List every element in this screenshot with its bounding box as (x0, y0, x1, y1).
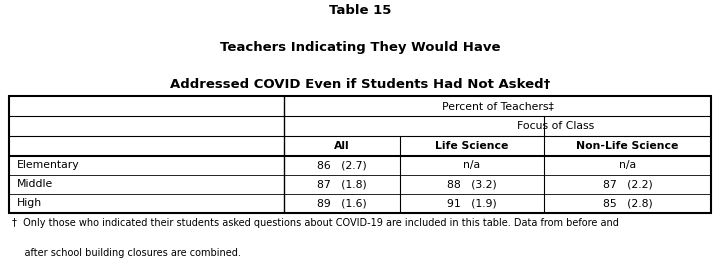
Text: 91   (1.9): 91 (1.9) (446, 198, 497, 208)
Text: n/a: n/a (463, 160, 480, 170)
Text: 86   (2.7): 86 (2.7) (317, 160, 367, 170)
Text: Non-Life Science: Non-Life Science (576, 141, 679, 151)
Text: †  Only those who indicated their students asked questions about COVID-19 are in: † Only those who indicated their student… (12, 218, 619, 228)
Text: Percent of Teachers‡: Percent of Teachers‡ (442, 101, 554, 111)
Text: All: All (334, 141, 350, 151)
Text: 87   (1.8): 87 (1.8) (317, 179, 367, 189)
Text: Middle: Middle (17, 179, 53, 189)
Text: Addressed COVID Even if Students Had Not Asked†: Addressed COVID Even if Students Had Not… (170, 78, 550, 91)
Text: 87   (2.2): 87 (2.2) (603, 179, 652, 189)
Text: 88   (3.2): 88 (3.2) (446, 179, 497, 189)
Text: Life Science: Life Science (435, 141, 508, 151)
Text: Table 15: Table 15 (329, 4, 391, 17)
Text: Focus of Class: Focus of Class (517, 121, 594, 131)
Text: Teachers Indicating They Would Have: Teachers Indicating They Would Have (220, 41, 500, 54)
Text: 85   (2.8): 85 (2.8) (603, 198, 652, 208)
Text: 89   (1.6): 89 (1.6) (317, 198, 367, 208)
Text: Elementary: Elementary (17, 160, 80, 170)
Text: High: High (17, 198, 42, 208)
Text: n/a: n/a (619, 160, 636, 170)
Text: after school building closures are combined.: after school building closures are combi… (12, 248, 241, 258)
